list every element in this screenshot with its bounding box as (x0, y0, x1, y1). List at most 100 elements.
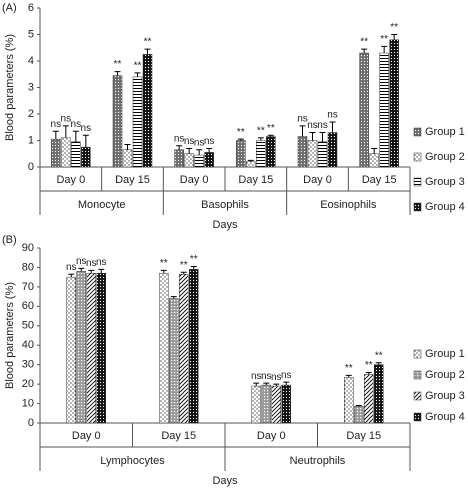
bar (317, 141, 328, 168)
error-bar (371, 147, 378, 154)
x-tick-label: Day 15 (346, 430, 381, 442)
y-tick-label: 1 (28, 134, 34, 146)
error-bar (134, 72, 141, 77)
y-tick-label: 0 (28, 161, 34, 173)
significance-label: ns (71, 119, 82, 130)
error-bar (176, 145, 183, 150)
bar (359, 52, 369, 168)
significance-label: ns (261, 371, 272, 382)
significance-label: ns (86, 258, 97, 269)
bar (354, 406, 364, 424)
legend-label: Group 4 (425, 201, 465, 213)
error-bar (82, 134, 89, 148)
legend-swatch (413, 202, 422, 212)
significance-label: ns (327, 110, 338, 121)
significance-label: ns (271, 372, 282, 383)
bar (379, 52, 389, 168)
error-bar (196, 149, 203, 156)
significance-label: ns (251, 371, 262, 382)
bar (256, 140, 266, 168)
bar (96, 273, 106, 424)
error-bar (375, 362, 382, 365)
significance-label: ns (61, 114, 72, 125)
bar (179, 274, 189, 424)
error-bar (88, 269, 95, 274)
panel-label: (A) (2, 2, 17, 14)
error-bar (253, 382, 260, 387)
bar (261, 384, 271, 424)
error-bar (299, 125, 306, 137)
error-bar (144, 48, 151, 55)
significance-label: ns (184, 136, 195, 147)
legend-swatch (413, 349, 422, 359)
error-bar (52, 130, 59, 140)
error-bar (124, 143, 131, 150)
x-tick-label: Day 15 (238, 174, 273, 186)
significance-label: ns (51, 119, 62, 130)
legend-label: Group 3 (425, 176, 465, 188)
error-bar (309, 132, 316, 141)
bar (369, 153, 379, 168)
significance-label: ** (375, 350, 383, 361)
y-tick-label: 40 (22, 339, 34, 351)
error-bar (160, 269, 167, 274)
error-bar (365, 371, 372, 375)
bar (122, 149, 133, 168)
error-bar (114, 71, 121, 76)
significance-label: ns (81, 123, 92, 134)
error-bar (180, 271, 187, 275)
legend-label: Group 3 (425, 390, 465, 402)
significance-label: ns (317, 120, 328, 131)
error-bar (257, 137, 264, 141)
y-tick-label: 80 (22, 261, 34, 273)
bar (66, 276, 76, 424)
significance-label: ns (194, 137, 205, 148)
legend-swatch (413, 412, 422, 422)
category-group-label: Neutrophils (290, 455, 346, 467)
y-axis-label: Blood parameters (%) (4, 282, 16, 389)
y-tick-label: 90 (22, 242, 34, 254)
significance-label: ns (174, 133, 185, 144)
significance-label: ns (307, 120, 318, 131)
bar (159, 273, 169, 424)
error-bar (190, 265, 197, 270)
y-tick-label: 50 (22, 320, 34, 332)
legend-label: Group 2 (425, 369, 465, 381)
bar (364, 374, 374, 424)
bar (86, 273, 96, 424)
bar (174, 149, 184, 168)
error-bar (267, 134, 274, 137)
significance-label: ** (144, 37, 152, 48)
significance-label: ns (297, 114, 308, 125)
significance-label: ns (281, 370, 292, 381)
legend-swatch (413, 177, 422, 187)
bar (251, 385, 261, 424)
error-bar (170, 296, 177, 299)
bar (204, 152, 214, 168)
y-tick-label: 6 (28, 2, 34, 14)
bar (281, 384, 291, 424)
y-axis-label: Blood parameters (%) (4, 34, 16, 141)
y-tick-label: 60 (22, 300, 34, 312)
error-bar (381, 45, 388, 54)
x-tick-label: Day 0 (72, 430, 101, 442)
x-tick-label: Day 0 (303, 174, 332, 186)
bar (169, 298, 179, 424)
error-bar (186, 147, 193, 154)
error-bar (355, 405, 362, 407)
bar (389, 39, 399, 168)
y-tick-label: 0 (28, 417, 34, 429)
error-bar (237, 138, 244, 141)
error-bar (283, 381, 290, 386)
error-bar (273, 383, 280, 387)
significance-label: ** (134, 61, 142, 72)
category-group-label: Monocyte (78, 199, 126, 211)
significance-label: ** (190, 254, 198, 265)
significance-label: ** (345, 363, 353, 374)
bar (307, 140, 318, 168)
y-tick-label: 2 (28, 108, 34, 120)
x-axis-label: Days (212, 475, 238, 487)
y-tick-label: 30 (22, 359, 34, 371)
significance-label: ** (237, 127, 245, 138)
bar (61, 137, 71, 168)
